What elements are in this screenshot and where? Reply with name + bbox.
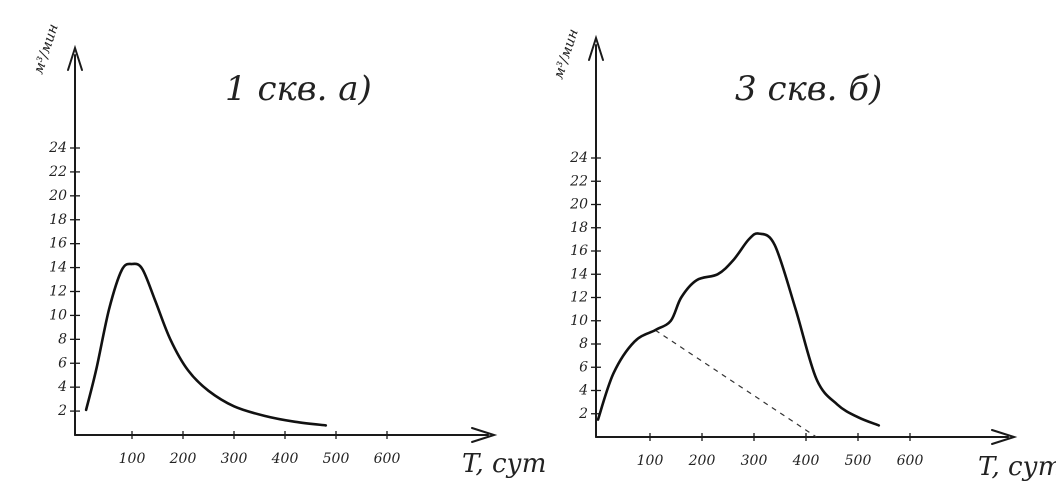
chart-b-title: 3 скв. б) bbox=[735, 69, 882, 109]
chart-a-y-tick-label: 16 bbox=[49, 236, 67, 252]
chart-b-series-line bbox=[596, 232, 881, 427]
chart-b-y-label: м³/мин bbox=[551, 27, 582, 81]
chart-b-y-arrow bbox=[588, 34, 604, 61]
chart-a-y-tick-label: 24 bbox=[48, 140, 67, 156]
chart-a-series-line bbox=[84, 262, 328, 427]
chart-b-y-tick-label: 18 bbox=[570, 220, 588, 236]
chart-b-y-tick-label: 10 bbox=[570, 313, 588, 329]
chart-b-x-arrow bbox=[991, 429, 1018, 445]
chart-b-y-tick-label: 22 bbox=[569, 173, 588, 189]
chart-a-y-tick-label: 10 bbox=[49, 307, 67, 323]
chart-b-x-label: T, сут bbox=[978, 452, 1056, 482]
chart-b-x-tick-label: 100 bbox=[637, 453, 664, 469]
chart-b-x-tick-label: 300 bbox=[741, 453, 768, 469]
chart-b-y-tick-label: 4 bbox=[578, 383, 588, 399]
chart-b-extrapolation-line bbox=[654, 329, 817, 438]
chart-a-y-tick-label: 22 bbox=[48, 164, 67, 180]
chart-a-y-tick-label: 20 bbox=[48, 188, 67, 204]
chart-a-y-label: м³/мин bbox=[31, 22, 62, 76]
chart-b-x-tick-label: 500 bbox=[845, 453, 872, 469]
chart-b-y-tick-label: 6 bbox=[579, 359, 588, 375]
chart-b-y-tick-label: 24 bbox=[569, 150, 588, 166]
chart-a-y-tick-label: 6 bbox=[58, 355, 67, 371]
chart-a-y-tick-label: 14 bbox=[49, 260, 67, 276]
chart-b-y-tick-label: 16 bbox=[570, 243, 588, 259]
chart-a-x-label: T, сут bbox=[462, 449, 546, 479]
chart-a-x-tick-label: 600 bbox=[374, 451, 401, 467]
chart-a-x-tick-label: 300 bbox=[221, 451, 248, 467]
chart-b-y-tick-label: 12 bbox=[570, 290, 588, 306]
chart-a-x-tick-label: 100 bbox=[119, 451, 146, 467]
chart-a-x-tick-label: 200 bbox=[169, 451, 197, 467]
chart-a-y-tick-label: 4 bbox=[57, 379, 67, 395]
chart-a-y-tick-label: 18 bbox=[49, 212, 67, 228]
chart-b-x-tick-label: 400 bbox=[792, 453, 820, 469]
chart-a-y-tick-label: 12 bbox=[49, 284, 67, 300]
chart-b-x-tick-label: 600 bbox=[897, 453, 924, 469]
chart-a-x-arrow bbox=[471, 427, 498, 443]
chart-a-x-tick-label: 400 bbox=[271, 451, 299, 467]
chart-a-y-arrow bbox=[67, 44, 83, 71]
chart-b-y-tick-label: 8 bbox=[579, 336, 588, 352]
chart-b-y-tick-label: 2 bbox=[578, 406, 588, 422]
chart-a-title: 1 скв. а) bbox=[225, 69, 372, 109]
chart-a-y-tick-label: 2 bbox=[57, 403, 67, 419]
chart-a-x-tick-label: 500 bbox=[323, 451, 350, 467]
chart-b-y-tick-label: 14 bbox=[570, 266, 588, 282]
chart-b-y-tick-label: 20 bbox=[569, 197, 588, 213]
chart-b-x-tick-label: 200 bbox=[688, 453, 716, 469]
chart-a-y-tick-label: 8 bbox=[58, 331, 67, 347]
